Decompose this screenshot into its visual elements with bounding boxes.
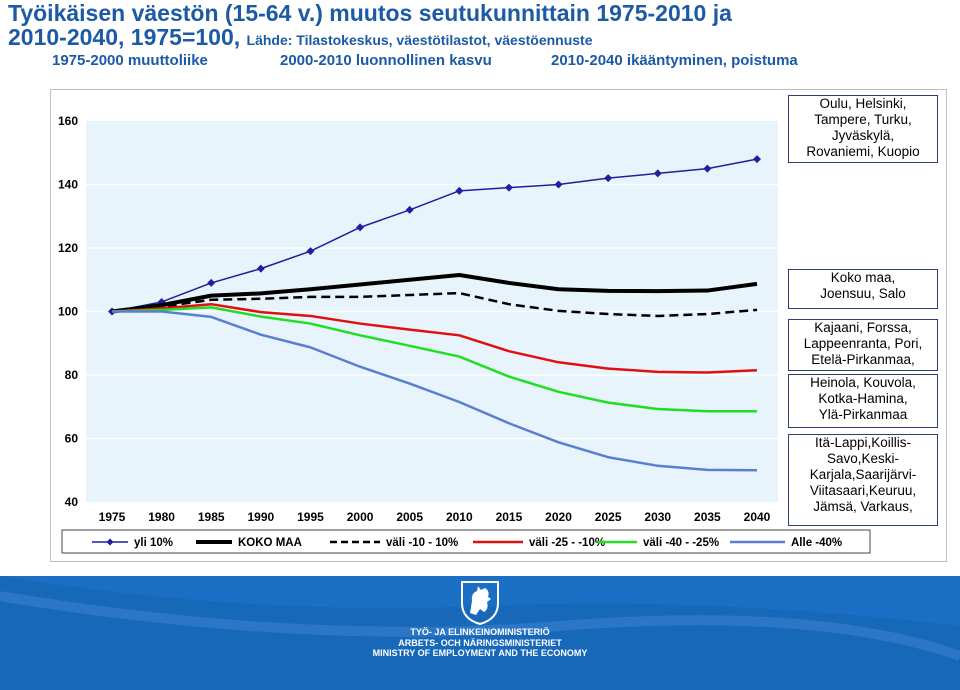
series-line-2 xyxy=(111,272,758,314)
ministry-footer-banner xyxy=(0,576,960,690)
region-label-line: Jämsä, Varkaus, xyxy=(813,499,913,514)
x-tick-label: 1995 xyxy=(297,510,324,524)
y-tick-label: 160 xyxy=(58,114,78,128)
data-point-marker xyxy=(504,183,513,192)
region-label-line: Viitasaari,Keuruu, xyxy=(809,483,917,498)
x-tick-label: 2030 xyxy=(644,510,671,524)
region-label-line: Tampere, Turku, xyxy=(814,112,912,127)
legend-marker xyxy=(106,538,114,546)
series-line-1 xyxy=(111,158,758,313)
region-label-line: Etelä-Pirkanmaa, xyxy=(811,352,915,367)
region-label-line: Ylä-Pirkanmaa xyxy=(818,407,908,422)
period-label-2: 2000-2010 luonnollinen kasvu xyxy=(280,52,492,69)
region-label-box-4: Heinola, Kouvola, Kotka-Hamina, Ylä-Pirk… xyxy=(788,374,938,428)
legend-label-3: väli -10 - 10% xyxy=(386,537,458,549)
region-label-box-1: Oulu, Helsinki, Tampere, Turku, Jyväskyl… xyxy=(788,95,938,163)
y-tick-label: 140 xyxy=(58,178,78,192)
chart-title-line2-text: 2010-2040, 1975=100, xyxy=(8,24,241,50)
ministry-name-en: MINISTRY OF EMPLOYMENT AND THE ECONOMY xyxy=(372,648,588,658)
legend-label-4: väli -25 - -10% xyxy=(529,537,605,549)
x-tick-label: 2005 xyxy=(396,510,423,524)
ministry-name: TYÖ- JA ELINKEINOMINISTERIÖ ARBETS- OCH … xyxy=(0,627,960,659)
x-tick-label: 1990 xyxy=(247,510,274,524)
period-label-3: 2010-2040 ikääntyminen, poistuma xyxy=(551,52,798,69)
legend-label-6: Alle -40% xyxy=(791,537,842,549)
x-tick-label: 2020 xyxy=(545,510,572,524)
region-label-line: Joensuu, Salo xyxy=(820,286,906,301)
ministry-name-sv: ARBETS- OCH NÄRINGSMINISTERIET xyxy=(398,637,562,648)
region-label-line: Jyväskylä, xyxy=(831,128,895,143)
region-label-line: Kotka-Hamina, xyxy=(818,391,908,406)
x-tick-label: 2015 xyxy=(496,510,523,524)
series-line-5 xyxy=(111,306,757,413)
x-tick-label: 2040 xyxy=(744,510,771,524)
y-tick-label: 120 xyxy=(58,241,78,255)
y-tick-label: 40 xyxy=(65,495,79,509)
region-label-box-3: Kajaani, Forssa, Lappeenranta, Pori, Ete… xyxy=(788,319,938,371)
data-point-marker xyxy=(356,223,365,232)
region-label-line: Rovaniemi, Kuopio xyxy=(806,144,920,159)
region-label-line: Savo,Keski- xyxy=(826,451,900,466)
data-point-marker xyxy=(455,186,464,195)
region-label-line: Karjala,Saarijärvi- xyxy=(809,467,917,482)
footer-wave-decoration xyxy=(0,576,960,690)
region-label-line: Koko maa, xyxy=(830,270,896,285)
data-point-marker xyxy=(207,278,216,287)
data-point-marker xyxy=(256,264,265,273)
data-point-marker xyxy=(653,169,662,178)
legend-label-2: KOKO MAA xyxy=(238,537,302,549)
region-label-box-2: Koko maa, Joensuu, Salo xyxy=(788,269,938,309)
data-point-marker xyxy=(306,247,315,256)
x-tick-label: 1980 xyxy=(148,510,175,524)
region-label-line: Lappeenranta, Pori, xyxy=(803,336,923,351)
data-point-marker xyxy=(604,174,613,183)
legend-box xyxy=(61,529,871,554)
series-line-6 xyxy=(112,310,758,472)
region-label-box-5: Itä-Lappi,Koillis- Savo,Keski- Karjala,S… xyxy=(788,434,938,526)
series-line-3 xyxy=(111,291,758,318)
data-point-marker xyxy=(703,164,712,173)
chart-title-line2: 2010-2040, 1975=100, Lähde: Tilastokesku… xyxy=(8,24,593,53)
x-tick-label: 1975 xyxy=(99,510,126,524)
data-point-marker xyxy=(554,180,563,189)
ministry-name-fi: TYÖ- JA ELINKEINOMINISTERIÖ xyxy=(410,627,550,637)
chart-title-line1: Työikäisen väestön (15-64 v.) muutos seu… xyxy=(8,0,732,26)
data-point-marker xyxy=(753,155,761,164)
y-tick-label: 60 xyxy=(65,432,79,446)
x-tick-label: 2000 xyxy=(347,510,374,524)
region-label-line: Oulu, Helsinki, xyxy=(819,96,907,111)
region-label-line: Itä-Lappi,Koillis- xyxy=(814,435,912,450)
source-note: Lähde: Tilastokeskus, väestötilastot, vä… xyxy=(246,32,593,48)
region-label-line: Heinola, Kouvola, xyxy=(810,375,916,390)
x-tick-label: 2035 xyxy=(694,510,721,524)
legend-label-1: yli 10% xyxy=(134,537,173,549)
y-tick-label: 100 xyxy=(58,305,78,319)
region-label-line: Kajaani, Forssa, xyxy=(814,320,912,335)
x-tick-label: 2010 xyxy=(446,510,473,524)
period-label-1: 1975-2000 muuttoliike xyxy=(52,52,208,69)
legend-label-5: väli -40 - -25% xyxy=(643,537,719,549)
data-point-marker xyxy=(405,205,414,214)
series-line-4 xyxy=(111,302,758,374)
finnish-lion-emblem-icon xyxy=(461,581,499,625)
x-tick-label: 2025 xyxy=(595,510,622,524)
y-tick-label: 80 xyxy=(65,368,79,382)
x-tick-label: 1985 xyxy=(198,510,225,524)
period-labels: 1975-2000 muuttoliike 2000-2010 luonnoll… xyxy=(0,52,960,72)
